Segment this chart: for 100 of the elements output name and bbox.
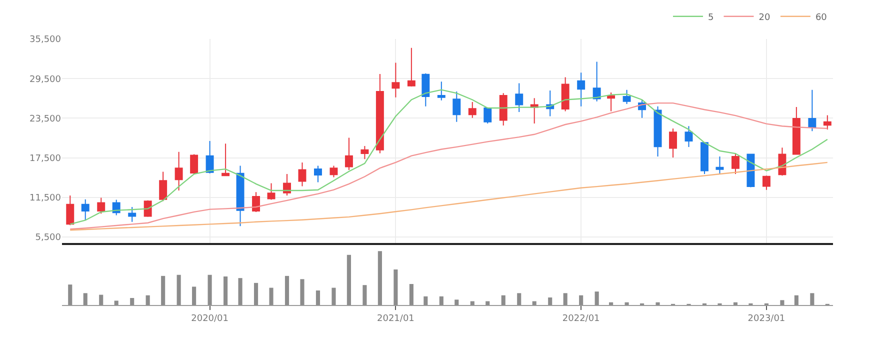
y-tick-label: 5,500 [35,233,62,244]
bar [284,276,290,305]
candlestick [344,137,353,171]
bar [656,302,660,305]
bar [486,301,490,305]
bar [130,298,134,305]
y-tick-label: 35,500 [30,35,62,46]
bar [409,284,414,305]
bar [83,293,88,305]
bar [362,285,367,305]
candlestick [314,165,322,183]
candlestick [452,90,461,122]
bar [548,297,552,305]
bar [300,279,304,305]
candlestick [222,143,230,176]
candlestick [732,152,740,175]
bar [114,300,118,305]
candlestick [716,156,724,175]
y-tick-label: 11,500 [30,194,62,204]
candlestick [607,92,616,112]
bar [733,302,738,305]
bar [254,282,258,305]
bar [238,278,242,305]
candlestick [746,154,755,188]
candlestick [392,62,400,98]
candlestick [592,61,601,102]
candlestick [622,89,631,105]
y-tick-label: 29,500 [30,74,62,85]
candlestick [298,162,306,187]
bar [146,295,150,305]
candlestick [823,114,832,130]
bar [439,296,444,305]
bar [224,276,228,305]
candlestick [700,142,708,175]
candlestick [437,81,446,101]
x-tick-label: 2021/01 [376,314,414,324]
line-series [70,162,828,231]
candlestick [81,198,90,221]
bar [454,300,459,305]
candlestick [468,102,476,118]
candlestick [577,72,586,107]
candlestick [144,200,152,218]
x-tick-label: 2023/01 [748,314,786,324]
bar [609,302,614,305]
x-tick-label: 2022/01 [562,314,600,324]
bar [424,296,428,305]
candlestick [267,182,276,200]
bar [563,293,568,305]
bar [161,276,166,305]
candlestick [159,171,168,202]
x-tick-label: 2020/01 [191,314,228,324]
bar [332,288,336,305]
candlestick [174,151,183,192]
candlestick [360,145,369,160]
bar [208,274,212,305]
candlestick [330,165,338,178]
bar [316,290,320,305]
candlestick [407,47,416,88]
candlestick [376,73,384,154]
bar [810,293,814,305]
y-tick-label: 23,500 [30,114,62,124]
bar [68,284,72,305]
candlestick [792,106,800,155]
candlestick [654,106,662,158]
bar [624,302,629,305]
bar [594,292,599,305]
candlestick [808,89,816,132]
bar [269,288,274,305]
bar [532,301,536,305]
bar [192,286,196,305]
candlestick [422,72,430,107]
candlestick [484,107,492,124]
candlestick [684,126,693,148]
legend-label: 60 [815,12,828,23]
legend-label: 20 [758,12,770,23]
candlestick [669,128,677,158]
bar [470,301,474,305]
candlestick [283,174,291,196]
candlestick [762,175,770,190]
bar [517,293,522,305]
candlestick [236,165,244,227]
bar [346,254,351,305]
candlestick [561,76,570,112]
candlestick [499,92,508,126]
candlestick [515,82,524,112]
bar [579,295,584,305]
bar [378,251,382,305]
y-tick-label: 17,500 [30,154,62,164]
bar [794,295,798,305]
bar [176,274,181,305]
candlestick [206,140,214,174]
bar [501,295,506,305]
candlestick [97,197,106,214]
candlestick [252,192,260,212]
bar [780,300,784,305]
bar [99,294,104,305]
legend-label: 5 [708,12,714,23]
bar [394,269,398,305]
candlestick [190,154,198,175]
candlestick [66,194,74,226]
